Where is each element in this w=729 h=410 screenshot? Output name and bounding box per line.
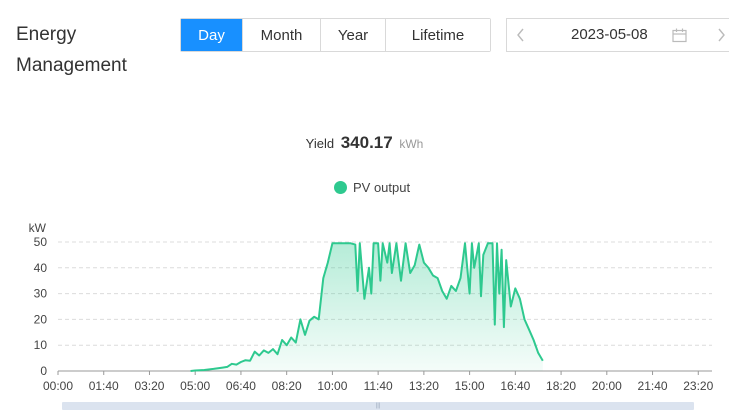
x-tick-label: 18:20 — [546, 379, 576, 393]
x-tick-label: 01:40 — [89, 379, 119, 393]
y-tick-label: 30 — [34, 287, 48, 301]
tab-month[interactable]: Month — [242, 19, 320, 51]
date-picker[interactable]: 2023-05-08 — [506, 18, 729, 52]
chevron-right-icon[interactable] — [707, 19, 729, 51]
period-tabs: Day Month Year Lifetime — [180, 18, 491, 52]
tab-year[interactable]: Year — [320, 19, 385, 51]
y-tick-label: 50 — [34, 235, 48, 249]
x-tick-label: 16:40 — [500, 379, 530, 393]
y-tick-label: 40 — [34, 261, 48, 275]
legend-pv-output[interactable]: PV output — [334, 180, 410, 195]
x-tick-label: 10:00 — [317, 379, 347, 393]
calendar-icon[interactable] — [672, 28, 687, 48]
pv-output-area — [190, 243, 543, 371]
date-value[interactable]: 2023-05-08 — [571, 26, 648, 43]
yield-label: Yield — [305, 136, 335, 151]
x-tick-label: 23:20 — [683, 379, 713, 393]
yield-value: 340.17 — [340, 133, 393, 152]
x-tick-label: 03:20 — [134, 379, 164, 393]
x-tick-label: 06:40 — [226, 379, 256, 393]
x-tick-label: 11:40 — [364, 379, 393, 393]
page-title: Energy Management — [16, 24, 127, 76]
chevron-left-icon[interactable] — [507, 19, 535, 51]
yield-unit: kWh — [399, 137, 424, 151]
y-tick-label: 20 — [34, 312, 48, 326]
x-tick-label: 13:20 — [409, 379, 439, 393]
y-tick-label: 10 — [34, 338, 48, 352]
legend-label: PV output — [353, 180, 411, 195]
x-tick-label: 00:00 — [43, 379, 73, 393]
x-tick-label: 05:00 — [180, 379, 210, 393]
y-axis-label: kW — [29, 221, 47, 235]
x-tick-label: 15:00 — [455, 379, 485, 393]
tab-lifetime[interactable]: Lifetime — [385, 19, 490, 51]
x-tick-label: 08:20 — [272, 379, 302, 393]
yield-summary: Yield 340.17 kWh — [0, 133, 729, 153]
chart-zoom-scrollbar[interactable]: ||| — [62, 402, 694, 410]
pv-output-line — [190, 242, 544, 372]
x-tick-label: 20:00 — [592, 379, 622, 393]
y-tick-label: 0 — [40, 364, 47, 378]
scrollbar-handle[interactable]: ||| — [375, 403, 381, 409]
tab-day[interactable]: Day — [181, 19, 242, 51]
legend-dot — [334, 181, 347, 194]
x-tick-label: 21:40 — [638, 379, 668, 393]
